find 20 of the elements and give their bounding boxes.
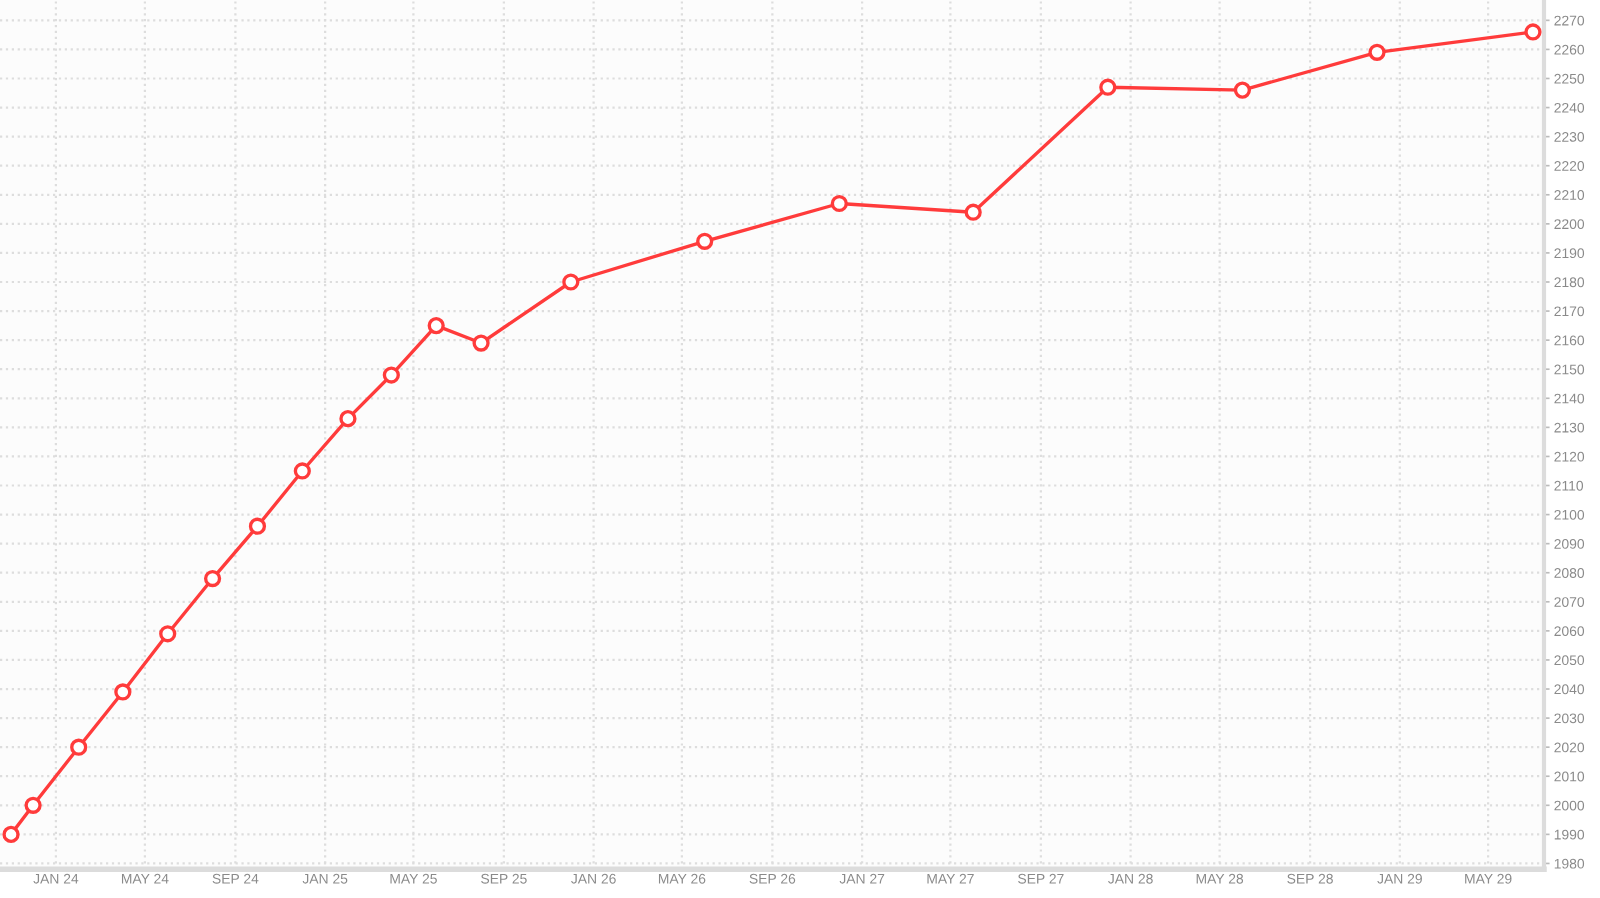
point [293,462,311,480]
point [248,517,267,535]
point [1368,43,1386,61]
point [696,232,714,250]
point [1099,78,1117,96]
point [1524,23,1542,41]
point [562,273,580,291]
point [114,683,132,701]
point [472,334,490,352]
point [2,825,20,843]
point [427,317,445,335]
point [339,410,357,428]
point [830,194,848,213]
point [159,625,177,643]
point [382,366,400,384]
point [1233,81,1252,99]
point [24,796,42,814]
point [964,203,982,221]
point [70,738,88,756]
point [203,569,222,588]
